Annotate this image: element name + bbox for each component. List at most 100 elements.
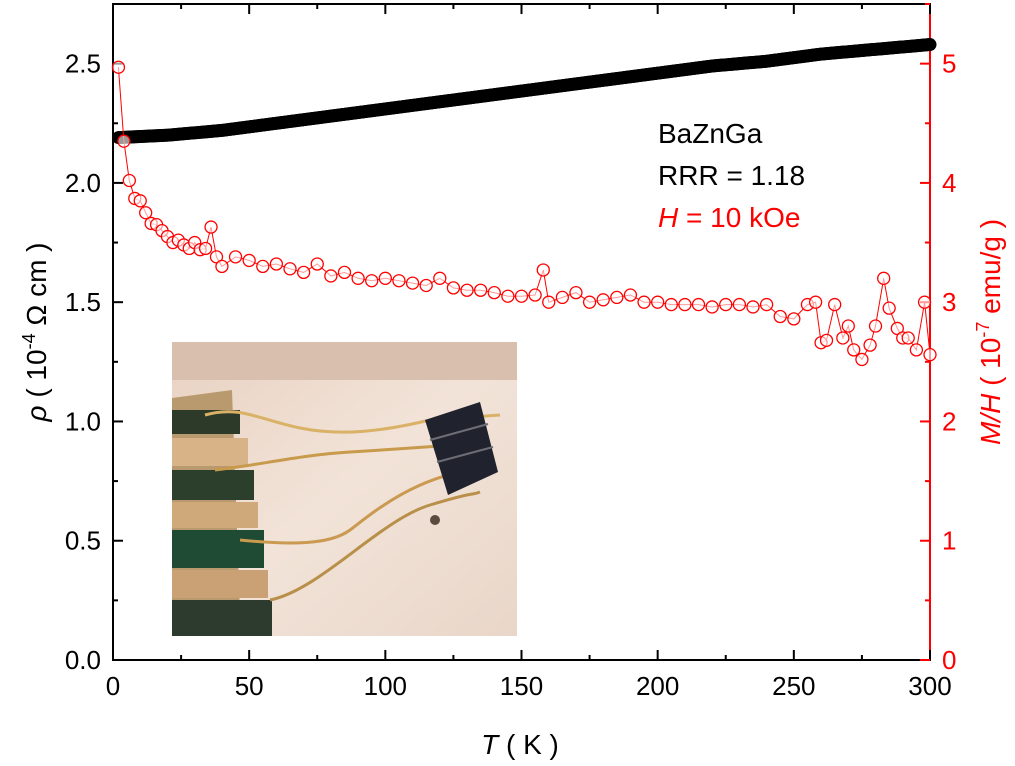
magnetization-point	[433, 271, 447, 285]
magnetization-point	[746, 300, 760, 314]
magnetization-point	[847, 343, 861, 357]
magnetization-point	[215, 259, 229, 274]
magnetization-point	[828, 297, 842, 312]
annotation-sample: BaZnGa	[658, 118, 763, 149]
y-left-tick-label: 2.0	[65, 168, 101, 198]
magnetization-point	[868, 319, 883, 333]
magnetization-point	[324, 269, 338, 283]
magnetization-point	[836, 331, 850, 345]
x-tick-label: 300	[908, 671, 951, 701]
x-tick-label: 50	[235, 671, 264, 701]
y-left-axis-label-symbol: ρ	[21, 405, 52, 422]
magnetization-point	[610, 290, 624, 305]
annotation-field: H = 10 kOe	[658, 202, 800, 233]
magnetization-point	[855, 352, 869, 367]
magnetization-point	[705, 300, 719, 314]
y-right-axis-label-symbol: M/H	[975, 393, 1006, 445]
magnetization-point	[256, 259, 270, 274]
y-right-axis-label-exp: -7	[973, 322, 993, 338]
y-left-axis-label-pre: ( 10	[21, 349, 52, 405]
inset-photo	[172, 342, 517, 636]
x-tick-label: 100	[364, 671, 407, 701]
magnetization-point	[528, 288, 542, 302]
y-left-tick-label: 0.0	[65, 645, 101, 675]
magnetization-point	[759, 297, 774, 312]
magnetization-point	[111, 60, 126, 74]
magnetization-point	[536, 263, 550, 277]
magnetization-point	[651, 295, 665, 309]
magnetization-point	[228, 250, 243, 264]
magnetization-point	[637, 295, 651, 309]
magnetization-point	[542, 295, 556, 309]
magnetization-point	[732, 297, 747, 312]
magnetization-point	[139, 206, 153, 220]
magnetization-point	[365, 274, 379, 288]
magnetization-point	[269, 257, 284, 271]
magnetization-point	[808, 295, 823, 309]
x-axis-label-unit: ( K )	[498, 729, 559, 760]
magnetization-point	[117, 134, 131, 148]
magnetization-point	[378, 271, 392, 285]
magnetization-point	[819, 333, 834, 347]
y-left-axis-label-post: Ω cm )	[21, 242, 52, 333]
magnetization-point	[446, 281, 461, 295]
magnetization-point	[392, 274, 406, 288]
magnetization-point	[122, 173, 136, 188]
y-left-tick-label: 1.0	[65, 406, 101, 436]
y-left-axis-label-exp: -4	[19, 333, 39, 349]
annotation-field-value: = 10 kOe	[678, 202, 800, 233]
magnetization-point	[877, 271, 891, 285]
magnetization-point	[405, 276, 420, 290]
resistivity-point	[923, 38, 937, 52]
x-tick-label: 200	[636, 671, 679, 701]
y-right-axis-label-pre: ( 10	[975, 338, 1006, 394]
magnetization-point	[337, 265, 352, 280]
magnetization-point	[773, 309, 787, 324]
magnetization-point	[882, 301, 896, 315]
magnetization-point	[555, 290, 569, 305]
magnetization-point	[841, 319, 855, 333]
magnetization-point	[623, 288, 638, 302]
y-right-tick-label: 5	[942, 49, 956, 79]
y-right-tick-label: 4	[942, 168, 956, 198]
magnetization-point	[664, 297, 678, 312]
y-right-axis-label-post: emu/g )	[975, 219, 1006, 322]
magnetization-point	[283, 262, 297, 276]
annotation-field-symbol: H	[658, 202, 679, 233]
magnetization-point	[487, 285, 501, 300]
x-axis-label: T ( K )	[481, 729, 559, 760]
magnetization-point	[909, 343, 924, 357]
magnetization-point	[473, 283, 488, 297]
y-right-axis-label: M/H ( 10-7 emu/g )	[973, 219, 1006, 445]
x-axis-label-symbol: T	[481, 729, 500, 760]
y-right-tick-label: 3	[942, 287, 956, 317]
y-right-tick-label: 1	[942, 526, 956, 556]
magnetization-point	[133, 194, 147, 208]
magnetization-point	[198, 241, 213, 256]
magnetization-point	[419, 278, 433, 293]
y-left-tick-label: 2.5	[65, 49, 101, 79]
series-magnetization	[111, 60, 937, 367]
magnetization-point	[923, 348, 937, 362]
y-left-tick-label: 1.5	[65, 287, 101, 317]
annotation-rrr: RRR = 1.18	[658, 160, 805, 191]
series-resistivity	[111, 38, 937, 145]
x-tick-label: 150	[500, 671, 543, 701]
magnetization-point	[569, 285, 583, 300]
y-right-tick-label: 0	[942, 645, 956, 675]
magnetization-point	[691, 297, 706, 312]
magnetization-point	[501, 289, 515, 303]
y-left-tick-label: 0.5	[65, 526, 101, 556]
magnetization-point	[582, 295, 597, 309]
magnetization-point	[917, 295, 932, 309]
magnetization-point	[719, 297, 733, 312]
y-right-tick-label: 2	[942, 406, 956, 436]
magnetization-point	[460, 283, 474, 297]
magnetization-point	[296, 265, 311, 280]
magnetization-line	[117, 67, 931, 361]
magnetization-point	[310, 257, 324, 271]
magnetization-point	[514, 289, 529, 303]
magnetization-point	[242, 253, 256, 268]
x-tick-label: 0	[106, 671, 120, 701]
y-left-axis-label: ρ ( 10-4 Ω cm )	[19, 242, 52, 422]
